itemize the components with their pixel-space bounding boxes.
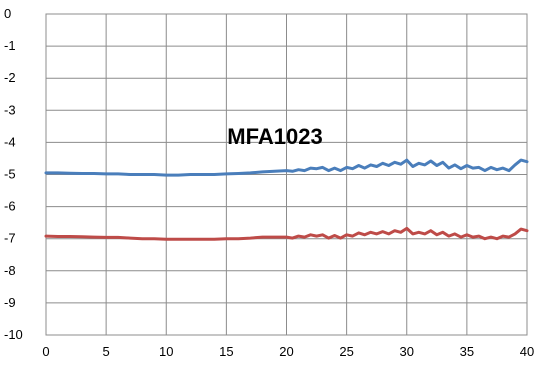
y-tick-label: -5 [4,167,16,182]
x-tick-label: 0 [42,344,49,359]
y-tick-label: -2 [4,70,16,85]
x-tick-label: 30 [400,344,414,359]
chart-title: MFA1023 [227,124,322,149]
y-tick-label: -6 [4,199,16,214]
series-line-1 [44,158,529,177]
series-group [44,158,529,241]
y-tick-label: -7 [4,231,16,246]
y-tick-label: 0 [4,6,11,21]
series-line-2 [44,226,529,241]
tick-labels: 0 -1 -2 -3 -4 -5 -6 -7 -8 -9 -10 0 5 10 15 20 25 30 35 40 [4,6,534,359]
y-tick-label: -1 [4,38,16,53]
plot-area-border [45,13,528,336]
x-tick-label: 20 [279,344,293,359]
y-tick-label: -9 [4,295,16,310]
y-tick-label: -4 [4,134,16,149]
y-tick-label: -8 [4,263,16,278]
x-tick-label: 40 [520,344,534,359]
y-tick-label: -10 [4,327,23,342]
x-tick-label: 25 [339,344,353,359]
x-tick-label: 10 [159,344,173,359]
x-tick-label: 15 [219,344,233,359]
x-tick-label: 5 [103,344,110,359]
x-tick-label: 35 [460,344,474,359]
y-tick-label: -3 [4,102,16,117]
